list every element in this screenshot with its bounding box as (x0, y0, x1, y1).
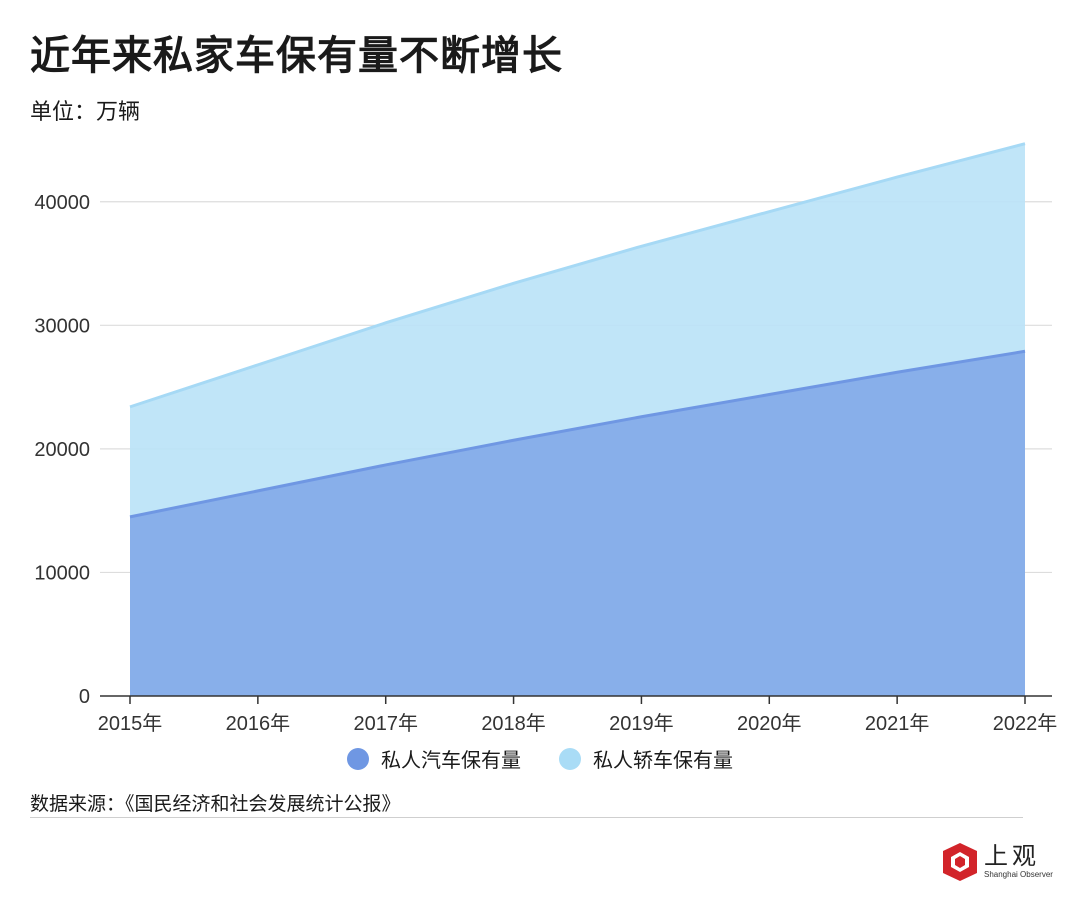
series-areas (129, 142, 1026, 696)
x-tick-label: 2021年 (865, 712, 930, 735)
axes: 0 10000 20000 30000 40000 2015年 2016年 2017年 2018… (34, 192, 1057, 735)
chart-title: 近年来私家车保有量不断增长 (30, 33, 563, 79)
y-tick-label: 10000 (34, 562, 90, 584)
x-tick-label: 2016年 (226, 712, 291, 735)
divider (30, 817, 1023, 818)
logo: 上观 Shanghai Observer (940, 842, 1053, 884)
y-tick-label: 40000 (34, 192, 90, 214)
series-line-private-sedan (129, 142, 1026, 409)
legend-swatch-private-sedan (559, 747, 581, 770)
area-chart: 0 10000 20000 30000 40000 2015年 2016年 2017年 2018… (34, 142, 1057, 735)
logo-subtitle: Shanghai Observer (984, 870, 1053, 879)
x-tick-label: 2020年 (737, 712, 802, 735)
x-tick-label: 2017年 (353, 712, 418, 735)
x-tick-label: 2022年 (993, 712, 1058, 735)
y-tick-label: 30000 (34, 315, 90, 337)
x-tick-label: 2019年 (609, 712, 674, 735)
x-tick-label: 2018年 (481, 712, 546, 735)
legend-item-private-sedan[interactable]: 私人轿车保有量 (559, 744, 733, 773)
legend-swatch-private-car (347, 747, 369, 770)
x-tick-label: 2015年 (98, 712, 163, 735)
legend-item-private-car[interactable]: 私人汽车保有量 (347, 744, 521, 773)
legend-label-private-car: 私人汽车保有量 (381, 748, 521, 772)
series-line-private-car (129, 349, 1026, 519)
logo-text: 上观 (984, 842, 1040, 870)
logo-icon (943, 843, 977, 881)
series-area-private-car (130, 351, 1025, 696)
unit-label: 单位：万辆 (30, 100, 141, 125)
data-source: 数据来源：《国民经济和社会发展统计公报》 (30, 793, 401, 815)
y-tick-label: 0 (79, 686, 90, 708)
y-tick-label: 20000 (34, 439, 90, 461)
legend-label-private-sedan: 私人轿车保有量 (593, 748, 733, 772)
legend: 私人汽车保有量 私人轿车保有量 (0, 744, 1080, 773)
